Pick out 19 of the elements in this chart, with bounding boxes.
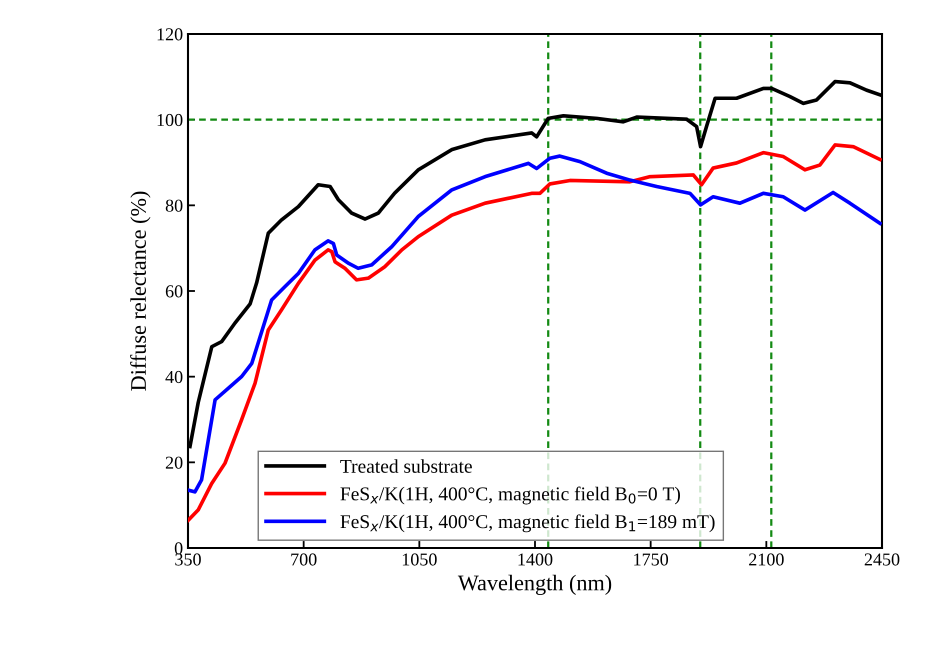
y-tick-label: 40 xyxy=(165,370,182,384)
y-tick-label: 0 xyxy=(174,542,182,554)
x-tick-label: 2450 xyxy=(864,553,900,566)
x-tick-label: 1400 xyxy=(518,553,552,566)
x-tick-label: 1750 xyxy=(634,553,668,566)
y-tick-label: 60 xyxy=(166,285,182,298)
legend-label: FeS$_{x}$/K(1H, 400°C, magnetic field B$_{1}$=189 mT) xyxy=(340,514,715,532)
y-tick-label: 100 xyxy=(158,114,182,126)
y-tick-label: 120 xyxy=(158,28,182,40)
x-tick-label: 1050 xyxy=(402,553,437,566)
y-tick-label: 20 xyxy=(166,456,182,469)
x-axis-title: Wavelength (nm) xyxy=(458,574,612,596)
y-tick-label: 80 xyxy=(166,200,182,212)
x-tick-label: 350 xyxy=(175,553,201,566)
legend-label: FeS$_{x}$/K(1H, 400°C, magnetic field B$_{0}$=0 T) xyxy=(340,486,680,504)
legend-label: Treated substrate xyxy=(340,459,472,473)
x-tick-label: 700 xyxy=(291,553,317,566)
x-tick-label: 2100 xyxy=(749,553,784,566)
y-axis-title: Diffuse relectance (%) xyxy=(130,192,150,391)
